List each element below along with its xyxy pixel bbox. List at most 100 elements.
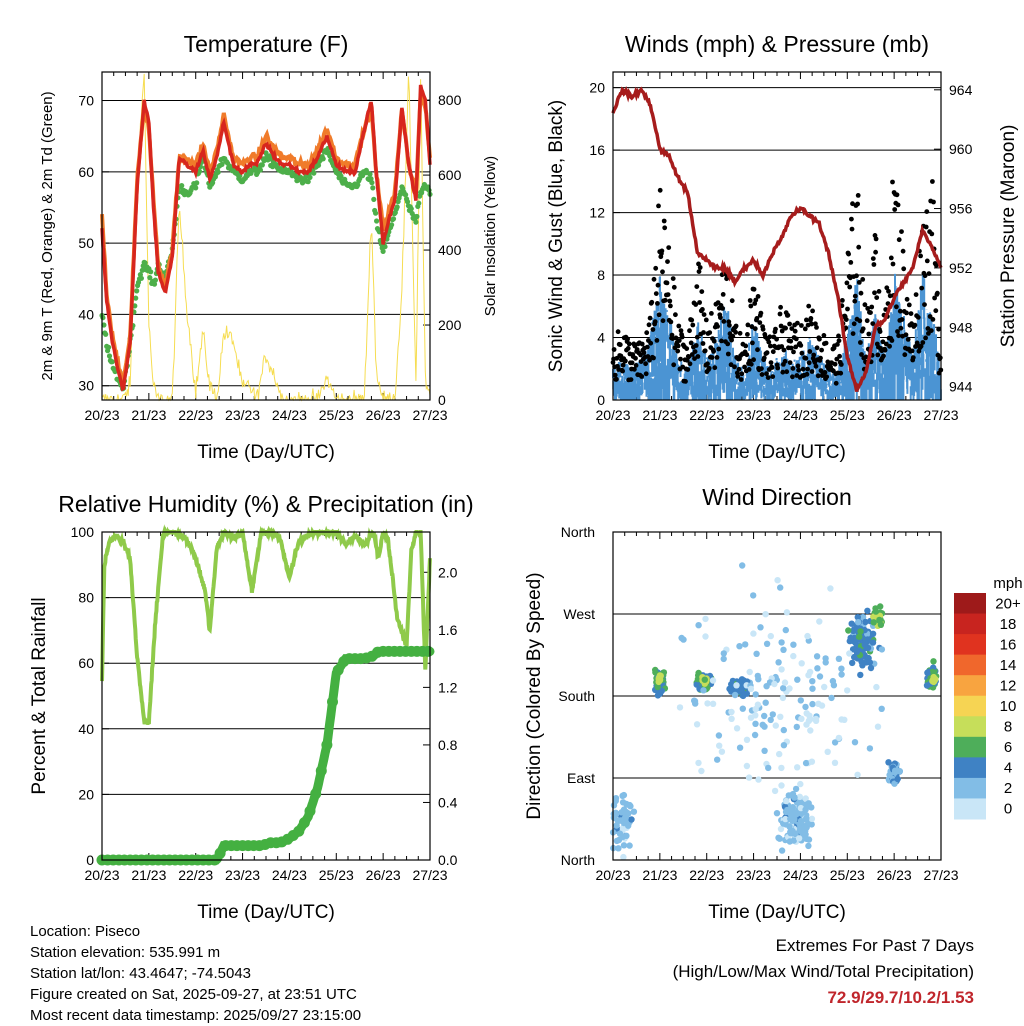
direction-point <box>733 725 741 732</box>
temperature-xtick-label: 20/23 <box>84 407 119 423</box>
series-gust-point <box>817 336 822 342</box>
direction-point <box>807 727 814 734</box>
series-gust-point <box>683 379 688 384</box>
series-gust-point <box>919 285 925 291</box>
direction-point <box>750 592 757 599</box>
series-gust-point <box>651 276 657 282</box>
direction-point <box>849 659 856 667</box>
series-gust-point <box>900 248 906 254</box>
legend-label: 20+ <box>995 595 1021 612</box>
winds-y2tick-label: 948 <box>949 319 973 335</box>
direction-point <box>755 776 762 783</box>
direction-point <box>774 577 781 584</box>
series-gust-point <box>720 292 726 297</box>
series-gust-point <box>933 262 939 268</box>
series-gust-point <box>652 319 658 325</box>
series-gust-point <box>657 187 663 193</box>
direction-point <box>720 655 727 663</box>
series-gust-point <box>930 317 936 322</box>
direction-point <box>658 687 665 694</box>
legend-label: 0 <box>1004 801 1012 818</box>
legend-label: 18 <box>1000 616 1017 633</box>
series-gust-point <box>928 328 934 333</box>
series-gust-point <box>706 365 712 371</box>
direction-point <box>831 739 839 746</box>
series-gust-point <box>838 362 844 367</box>
humidity-ytick-label: 0 <box>86 852 94 868</box>
series-gust-point <box>742 364 747 370</box>
series-gust-point <box>813 363 819 369</box>
direction-point <box>802 759 810 767</box>
series-gust-point <box>755 347 760 353</box>
series-gust-point <box>660 269 665 275</box>
series-gust-point <box>901 266 907 272</box>
direction-point <box>709 700 717 707</box>
series-gust-point <box>639 341 645 347</box>
series-gust-point <box>641 350 647 356</box>
location-text: Location: Piseco <box>30 923 141 940</box>
series-gust-point <box>783 325 788 331</box>
direction-point <box>714 756 721 763</box>
direction-point <box>777 713 784 720</box>
series-gust-point <box>779 344 785 349</box>
direction-ylabel: Direction (Colored By Speed) <box>524 572 545 819</box>
direction-point <box>739 562 746 569</box>
direction-point <box>870 619 877 626</box>
series-gust-point <box>751 286 757 292</box>
direction-point <box>695 669 702 677</box>
series-gust-point <box>612 372 618 378</box>
series-gust-point <box>852 293 858 299</box>
direction-xtick-label: 21/23 <box>642 867 677 883</box>
direction-point <box>829 677 837 685</box>
series-gust-point <box>889 338 895 343</box>
direction-point <box>778 847 786 854</box>
latlon-text: Station lat/lon: 43.4647; -74.5043 <box>30 965 252 982</box>
winds-ytick-label: 20 <box>589 80 605 96</box>
direction-point <box>702 615 709 623</box>
series-2m-td-point <box>408 206 414 212</box>
legend-swatch <box>954 613 986 635</box>
direction-point <box>813 653 821 660</box>
direction-xtick-label: 23/23 <box>736 867 771 883</box>
direction-point <box>872 608 880 615</box>
direction-point <box>610 802 618 809</box>
series-gust-point <box>874 295 880 300</box>
elevation-text: Station elevation: 535.991 m <box>30 944 221 961</box>
series-gust-point <box>687 328 692 334</box>
series-gust-point <box>643 371 649 377</box>
direction-point <box>789 790 797 798</box>
direction-point <box>869 630 877 637</box>
temperature-ytick-label: 70 <box>78 93 94 109</box>
series-gust-point <box>654 338 660 343</box>
series-gust-point <box>866 331 872 337</box>
series-gust-point <box>922 273 928 279</box>
series-gust-point <box>824 374 830 380</box>
humidity-xtick-label: 20/23 <box>84 867 119 883</box>
series-gust-point <box>837 353 842 359</box>
series-gust-point <box>659 248 665 254</box>
series-gust-point <box>693 302 699 307</box>
direction-point <box>789 827 796 835</box>
series-gust-point <box>676 323 682 329</box>
series-gust-point <box>902 352 908 358</box>
series-gust-point <box>732 364 737 370</box>
series-gust-point <box>651 355 656 361</box>
humidity-ytick-label: 20 <box>78 786 94 802</box>
direction-point <box>864 607 871 614</box>
series-gust-point <box>688 340 694 346</box>
direction-ytick-label: North <box>561 852 595 868</box>
direction-point <box>626 801 633 809</box>
direction-point <box>798 660 805 667</box>
series-gust-point <box>764 371 769 377</box>
series-gust-point <box>615 329 621 335</box>
direction-point <box>628 816 635 823</box>
series-gust-point <box>617 342 623 348</box>
series-gust-point <box>696 261 701 267</box>
direction-point <box>615 845 622 852</box>
series-gust-point <box>656 203 661 209</box>
series-gust-point <box>719 338 724 344</box>
temperature-ytick-label: 40 <box>78 306 94 322</box>
series-gust-point <box>633 363 639 368</box>
series-gust-point <box>639 374 645 379</box>
series-gust-point <box>814 325 819 330</box>
